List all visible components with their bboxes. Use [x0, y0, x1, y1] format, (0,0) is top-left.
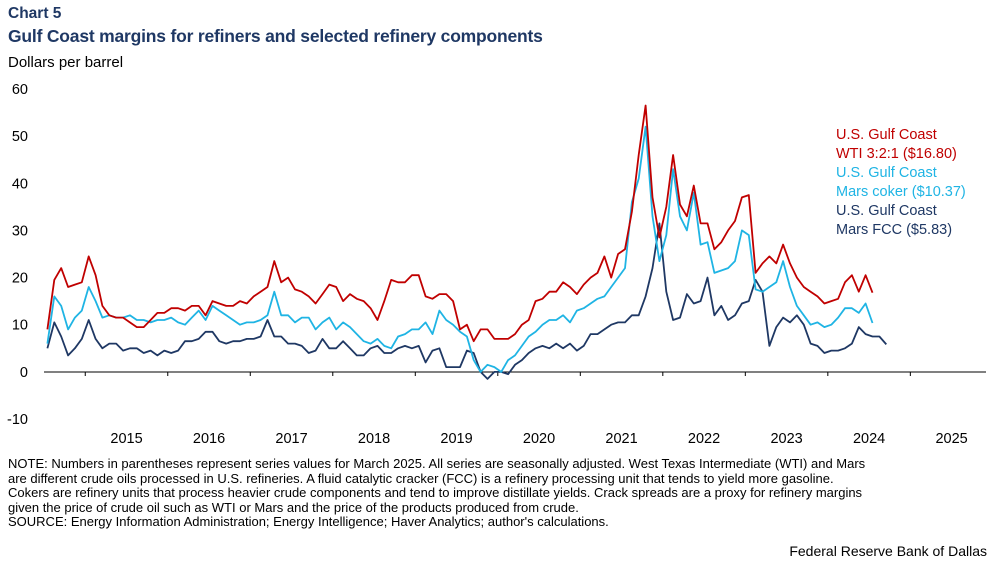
x-tick-label: 2023 — [770, 431, 802, 447]
x-tick-label: 2016 — [193, 431, 225, 447]
chart-label: Chart 5 — [8, 5, 62, 22]
x-tick-label: 2018 — [358, 431, 390, 447]
series-line-wti-321 — [46, 104, 874, 343]
series-line-mars-coker — [46, 125, 874, 373]
x-tick-label: 2017 — [275, 431, 307, 447]
x-tick-label: 2025 — [935, 431, 967, 447]
y-axis-unit-label: Dollars per barrel — [8, 54, 124, 71]
note-line-1: NOTE: Numbers in parentheses represent s… — [8, 456, 866, 471]
note-line-4: given the price of crude oil such as WTI… — [8, 499, 579, 515]
y-tick-label: 50 — [12, 129, 28, 145]
x-tick-label: 2021 — [605, 431, 637, 447]
y-tick-label: 20 — [12, 271, 28, 287]
source-line: SOURCE: Energy Information Administratio… — [8, 514, 609, 530]
credit-line: Federal Reserve Bank of Dallas — [789, 543, 987, 559]
legend-entry-wti: U.S. Gulf Coast WTI 3:2:1 ($16.80) — [836, 126, 957, 164]
y-tick-label: 10 — [12, 318, 28, 334]
series-line-mars-fcc — [46, 222, 887, 380]
legend-coker-line2: Mars coker ($10.37) — [836, 184, 966, 200]
legend-wti-line2: WTI 3:2:1 ($16.80) — [836, 146, 957, 162]
y-tick-label: 60 — [12, 82, 28, 98]
chart-notes: NOTE: Numbers in parentheses represent s… — [8, 456, 993, 530]
legend-coker-line1: U.S. Gulf Coast — [836, 165, 937, 181]
x-tick-label: 2022 — [688, 431, 720, 447]
legend-entry-mars-fcc: U.S. Gulf Coast Mars FCC ($5.83) — [836, 202, 952, 240]
x-tick-label: 2019 — [440, 431, 472, 447]
legend-wti-line1: U.S. Gulf Coast — [836, 127, 937, 143]
chart-title: Gulf Coast margins for refiners and sele… — [8, 26, 543, 46]
y-tick-label: 40 — [12, 176, 28, 192]
legend-entry-mars-coker: U.S. Gulf Coast Mars coker ($10.37) — [836, 164, 966, 202]
legend-fcc-line1: U.S. Gulf Coast — [836, 203, 937, 219]
y-tick-label: 30 — [12, 223, 28, 239]
note-line-3: Cokers are refinery units that process h… — [8, 485, 863, 501]
chart-series — [46, 104, 887, 380]
x-tick-label: 2015 — [110, 431, 142, 447]
note-line-2: are different crude oils processed in U.… — [8, 470, 834, 486]
x-tick-label: 2024 — [853, 431, 885, 447]
x-tick-label: 2020 — [523, 431, 555, 447]
chart-axes: -10 0 10 20 30 40 50 60 2015 2016 2017 2018 2019 2020… — [7, 82, 986, 447]
y-tick-label: 0 — [20, 365, 28, 381]
y-tick-label: -10 — [7, 412, 28, 428]
legend-fcc-line2: Mars FCC ($5.83) — [836, 222, 953, 238]
